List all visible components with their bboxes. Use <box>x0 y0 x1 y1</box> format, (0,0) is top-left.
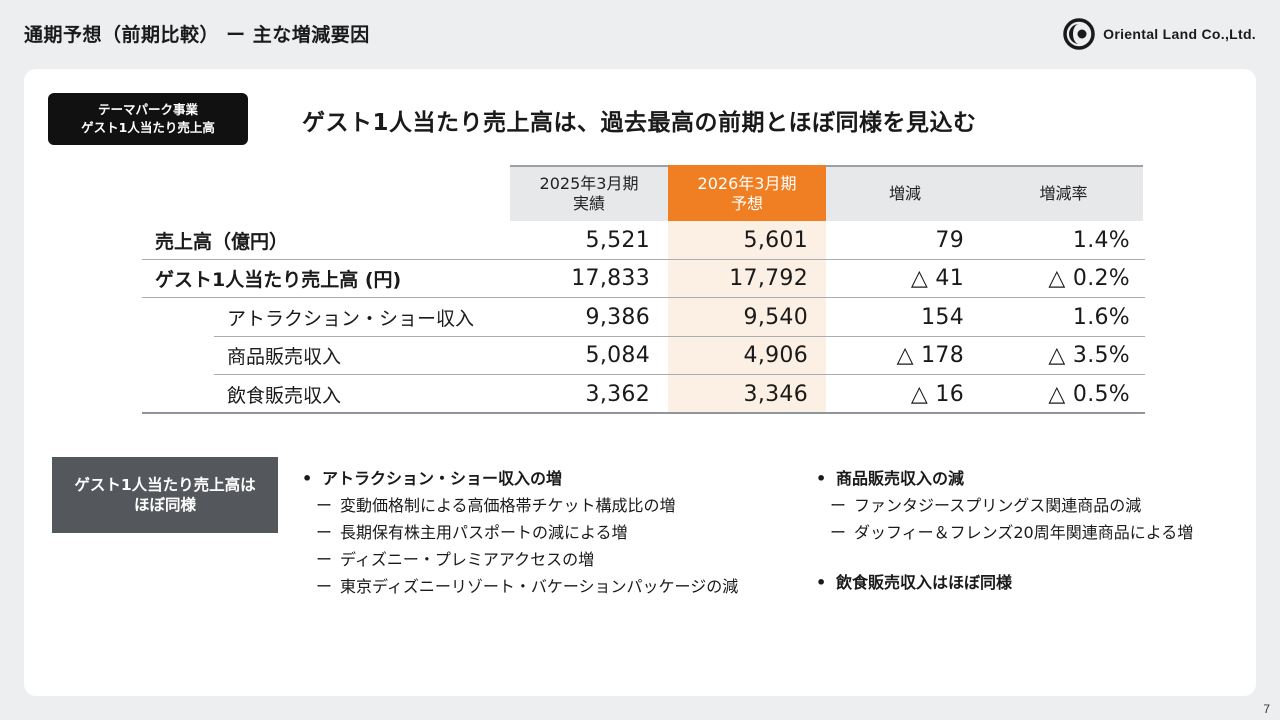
list-item: ー ダッフィー＆フレンズ20周年関連商品による増 <box>814 519 1193 546</box>
header-change-label: 増減 <box>888 184 921 203</box>
list-item-text: ダッフィー＆フレンズ20周年関連商品による増 <box>854 523 1194 542</box>
segment-badge: テーマパーク事業 ゲスト1人当たり売上高 <box>48 93 248 145</box>
bullet-title: • 飲食販売収入はほぼ同様 <box>814 569 1193 596</box>
cell-change: △ 16 <box>910 381 964 407</box>
cell-fy2026: 5,601 <box>668 221 826 260</box>
factor-badge-line2: ほぼ同様 <box>133 496 196 514</box>
oriental-land-logo-icon <box>1063 18 1095 50</box>
header-fy2025: 2025年3月期 実績 <box>510 165 668 221</box>
cell-change: 79 <box>935 227 964 253</box>
bullet-icon: • <box>816 573 827 592</box>
cell-fy2026: 17,792 <box>668 259 826 298</box>
header-fy2026-line2: 予想 <box>730 194 763 213</box>
row-divider <box>142 297 1145 298</box>
bullet-title-text: 商品販売収入の減 <box>836 469 965 488</box>
header-fy2026-line1: 2026年3月期 <box>697 174 797 193</box>
bullet-title: • 商品販売収入の減 <box>814 465 1193 492</box>
row-label: 商品販売収入 <box>227 346 342 369</box>
table-header-row: 2025年3月期 実績 2026年3月期 予想 増減 増減率 <box>142 165 1145 221</box>
cell-change-rate: 1.6% <box>1072 304 1130 330</box>
cell-fy2025: 5,521 <box>585 227 650 253</box>
row-divider <box>214 335 1145 337</box>
list-item: ー 変動価格制による高価格帯チケット構成比の増 <box>300 492 738 519</box>
cell-change-rate: △ 0.5% <box>1048 381 1130 407</box>
bullet-title: • アトラクション・ショー収入の増 <box>300 465 738 492</box>
bullet-title-text: アトラクション・ショー収入の増 <box>322 469 563 488</box>
row-label: 飲食販売収入 <box>227 384 342 407</box>
cell-change: 154 <box>921 304 964 330</box>
factors-left: • アトラクション・ショー収入の増 ー 変動価格制による高価格帯チケット構成比の… <box>300 465 738 600</box>
headline: ゲスト1人当たり売上高は、過去最高の前期とほぼ同様を見込む <box>302 110 977 136</box>
header-change: 増減 <box>826 165 984 221</box>
list-item-text: 東京ディズニーリゾート・バケーションパッケージの減 <box>340 577 739 596</box>
bullet-title-text: 飲食販売収入はほぼ同様 <box>836 573 1013 592</box>
list-item: ー 東京ディズニーリゾート・バケーションパッケージの減 <box>300 573 738 600</box>
factor-badge-line1: ゲスト1人当たり売上高は <box>74 476 256 494</box>
header-change-rate: 増減率 <box>984 165 1143 221</box>
row-label: 売上高（億円） <box>155 230 289 253</box>
segment-badge-line2: ゲスト1人当たり売上高 <box>81 120 215 135</box>
cell-change-rate: △ 3.5% <box>1048 343 1130 369</box>
header-fy2025-line1: 2025年3月期 <box>539 174 639 193</box>
dash-icon: ー <box>316 496 333 515</box>
bullet-icon: • <box>302 469 313 488</box>
factor-badge: ゲスト1人当たり売上高は ほぼ同様 <box>52 457 278 533</box>
spacer <box>814 546 1193 569</box>
list-item-text: ディズニー・プレミアアクセスの増 <box>340 550 595 569</box>
cell-fy2025: 5,084 <box>585 343 650 369</box>
factors-right: • 商品販売収入の減 ー ファンタジースプリングス関連商品の減 ー ダッフィー＆… <box>814 465 1193 596</box>
cell-fy2025: 9,386 <box>585 304 650 330</box>
list-item-text: 長期保有株主用パスポートの減による増 <box>340 523 628 542</box>
cell-fy2025: 3,362 <box>585 381 650 407</box>
table-row-merchandise: 商品販売収入 5,084 4,906 △ 178 △ 3.5% <box>142 336 1145 375</box>
list-item: ー ディズニー・プレミアアクセスの増 <box>300 546 738 573</box>
cell-fy2026: 9,540 <box>668 298 826 337</box>
cell-change: △ 178 <box>896 343 964 369</box>
cell-fy2025: 17,833 <box>571 266 650 292</box>
header-fy2025-line2: 実績 <box>572 194 605 213</box>
table-row-sales: 売上高（億円） 5,521 5,601 79 1.4% <box>142 221 1145 260</box>
row-divider <box>142 411 1145 414</box>
list-item-text: 変動価格制による高価格帯チケット構成比の増 <box>340 496 676 515</box>
dash-icon: ー <box>316 523 333 542</box>
table-row-attractions: アトラクション・ショー収入 9,386 9,540 154 1.6% <box>142 298 1145 337</box>
row-divider <box>214 374 1145 375</box>
row-label: アトラクション・ショー収入 <box>227 307 475 330</box>
segment-badge-line1: テーマパーク事業 <box>97 102 198 117</box>
dash-icon: ー <box>830 496 847 515</box>
company-logo: Oriental Land Co.,Ltd. <box>1063 18 1256 50</box>
bullet-icon: • <box>816 469 827 488</box>
row-label: ゲスト1人当たり売上高 (円) <box>155 269 402 292</box>
content-card: テーマパーク事業 ゲスト1人当たり売上高 ゲスト1人当たり売上高は、過去最高の前… <box>24 69 1256 696</box>
dash-icon: ー <box>316 550 333 569</box>
table-row-food: 飲食販売収入 3,362 3,346 △ 16 △ 0.5% <box>142 375 1145 414</box>
row-divider <box>142 258 1145 260</box>
cell-fy2026: 3,346 <box>668 375 826 414</box>
list-item: ー ファンタジースプリングス関連商品の減 <box>814 492 1193 519</box>
cell-change-rate: △ 0.2% <box>1048 266 1130 292</box>
dash-icon: ー <box>830 523 847 542</box>
list-item: ー 長期保有株主用パスポートの減による増 <box>300 519 738 546</box>
header-fy2026: 2026年3月期 予想 <box>668 165 826 221</box>
header-blank <box>142 165 510 221</box>
list-item-text: ファンタジースプリングス関連商品の減 <box>854 496 1142 515</box>
summary-table: 2025年3月期 実績 2026年3月期 予想 増減 増減率 売上高（億円） 5… <box>142 165 1145 414</box>
header-change-rate-label: 増減率 <box>1039 184 1088 203</box>
cell-change: △ 41 <box>910 266 964 292</box>
page-title: 通期予想（前期比較） ー 主な増減要因 <box>24 24 370 46</box>
table-row-per-guest: ゲスト1人当たり売上高 (円) 17,833 17,792 △ 41 △ 0.2… <box>142 259 1145 298</box>
cell-change-rate: 1.4% <box>1072 227 1130 253</box>
cell-fy2026: 4,906 <box>668 336 826 375</box>
page-number: 7 <box>1263 702 1270 716</box>
dash-icon: ー <box>316 577 333 596</box>
logo-text: Oriental Land Co.,Ltd. <box>1103 26 1256 42</box>
